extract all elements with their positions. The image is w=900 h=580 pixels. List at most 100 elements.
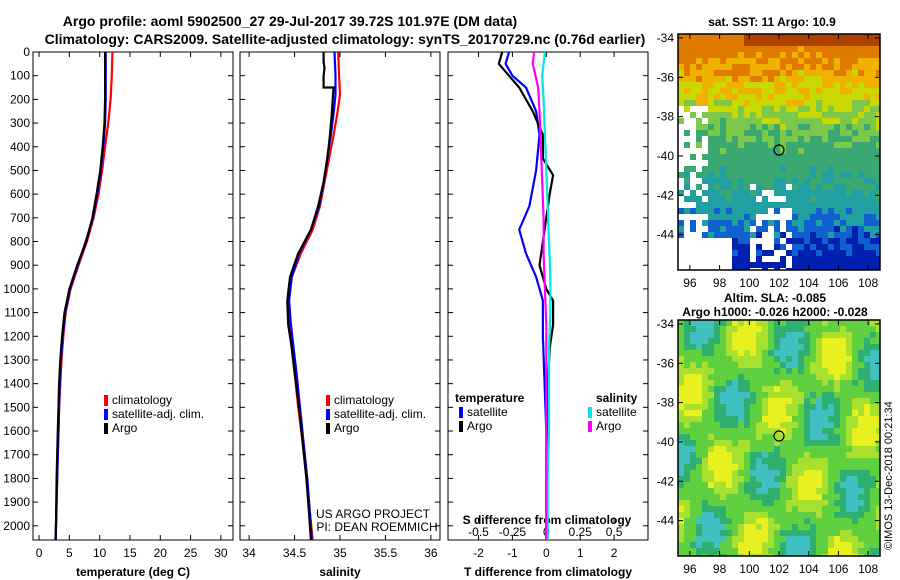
sla_map-cell (786, 332, 792, 338)
sst_map-cell (804, 34, 810, 40)
sla_map-cell (768, 506, 774, 512)
sst_map-cell (828, 160, 834, 166)
sla_map-cell (684, 494, 690, 500)
sst_map-cell (828, 178, 834, 184)
sst_map-cell (720, 112, 726, 118)
depth-tick-label: 100 (10, 69, 30, 83)
sst_map-cell (720, 166, 726, 172)
sla_map-cell (810, 416, 816, 422)
sla_map-cell (792, 554, 798, 556)
sst_map-cell (684, 88, 690, 94)
sst_map-cell (768, 190, 774, 196)
sst_map-cell (810, 268, 816, 270)
sst_map-cell (738, 52, 744, 58)
sla_map-cell (738, 398, 744, 404)
sla_map-cell (774, 440, 780, 446)
sst_map-cell (702, 106, 708, 112)
sst_map-cell (708, 136, 714, 142)
sla_map-cell (876, 386, 880, 392)
sst_map-cell (792, 136, 798, 142)
sst_map-cell (798, 190, 804, 196)
sla_map-cell (852, 512, 858, 518)
depth-tick-label: 800 (10, 235, 30, 249)
sla_map-cell (726, 386, 732, 392)
sst_map-cell (708, 184, 714, 190)
sst_map-cell (702, 232, 708, 238)
sst_map-cell (822, 52, 828, 58)
sst_map-cell (726, 130, 732, 136)
sla_map-cell (738, 500, 744, 506)
sst_map-cell (792, 238, 798, 244)
sla_map-cell (822, 392, 828, 398)
sla_map-cell (816, 398, 822, 404)
sst_map-cell (816, 34, 822, 40)
sla_map-cell (870, 404, 876, 410)
temperature-xtick-label: 10 (93, 546, 107, 560)
sla_map-cell (738, 494, 744, 500)
sla_map-cell (756, 476, 762, 482)
sst_map-cell (810, 94, 816, 100)
sla_map-cell (750, 350, 756, 356)
sst_map-cell (810, 154, 816, 160)
sla_map-cell (744, 368, 750, 374)
sst_map-cell (804, 112, 810, 118)
sla_map-cell (810, 338, 816, 344)
sst_map-cell (768, 52, 774, 58)
sst_map-cell (702, 202, 708, 208)
sla_map-cell (786, 374, 792, 380)
sla_map-cell (684, 548, 690, 554)
sla_map-cell (726, 344, 732, 350)
sla_map-cell (828, 482, 834, 488)
sla_map-cell (762, 440, 768, 446)
sla_map-xtick-label: 98 (713, 562, 727, 576)
sla_map-cell (816, 446, 822, 452)
depth-tick-label: 1000 (3, 282, 30, 296)
sst_map-cell (876, 208, 880, 214)
sst_map-cell (744, 106, 750, 112)
sla_map-cell (708, 512, 714, 518)
sst_map-cell (696, 160, 702, 166)
sst_map-cell (768, 148, 774, 154)
sst_map-cell (678, 238, 684, 244)
sst_map-cell (708, 76, 714, 82)
sla_map-cell (792, 386, 798, 392)
sla_map-cell (846, 362, 852, 368)
sst_map-cell (864, 82, 870, 88)
sst_map-cell (714, 250, 720, 256)
sla_map-cell (732, 464, 738, 470)
sst_map-cell (834, 172, 840, 178)
sla_map-cell (774, 554, 780, 556)
sst_map-cell (720, 142, 726, 148)
sst_map-cell (810, 52, 816, 58)
sst_map-cell (732, 94, 738, 100)
sst_map-cell (678, 82, 684, 88)
sst_map-cell (702, 100, 708, 106)
sla_map-cell (738, 368, 744, 374)
sst_map-cell (840, 208, 846, 214)
sst_map-cell (852, 238, 858, 244)
sla_map-cell (702, 524, 708, 530)
sla_map-cell (720, 518, 726, 524)
sst_map-cell (816, 220, 822, 226)
sst_map-cell (744, 76, 750, 82)
sla_map-cell (708, 356, 714, 362)
sla_map-cell (678, 452, 684, 458)
sla_map-cell (780, 332, 786, 338)
sla_map-cell (810, 536, 816, 542)
sst_map-cell (696, 130, 702, 136)
sla_map-cell (858, 422, 864, 428)
sst_map-cell (852, 100, 858, 106)
sla_map-cell (774, 434, 780, 440)
sla_map-cell (798, 434, 804, 440)
sla_map-cell (738, 350, 744, 356)
sst_map-cell (768, 130, 774, 136)
sla_map-cell (810, 398, 816, 404)
sla_map-cell (876, 434, 880, 440)
sst_map-cell (822, 268, 828, 270)
sst_map-cell (870, 106, 876, 112)
sla_map-cell (750, 386, 756, 392)
sst_map-cell (756, 40, 762, 46)
sla_map-cell (876, 458, 880, 464)
sla_map-cell (840, 350, 846, 356)
sst_map-cell (876, 184, 880, 190)
